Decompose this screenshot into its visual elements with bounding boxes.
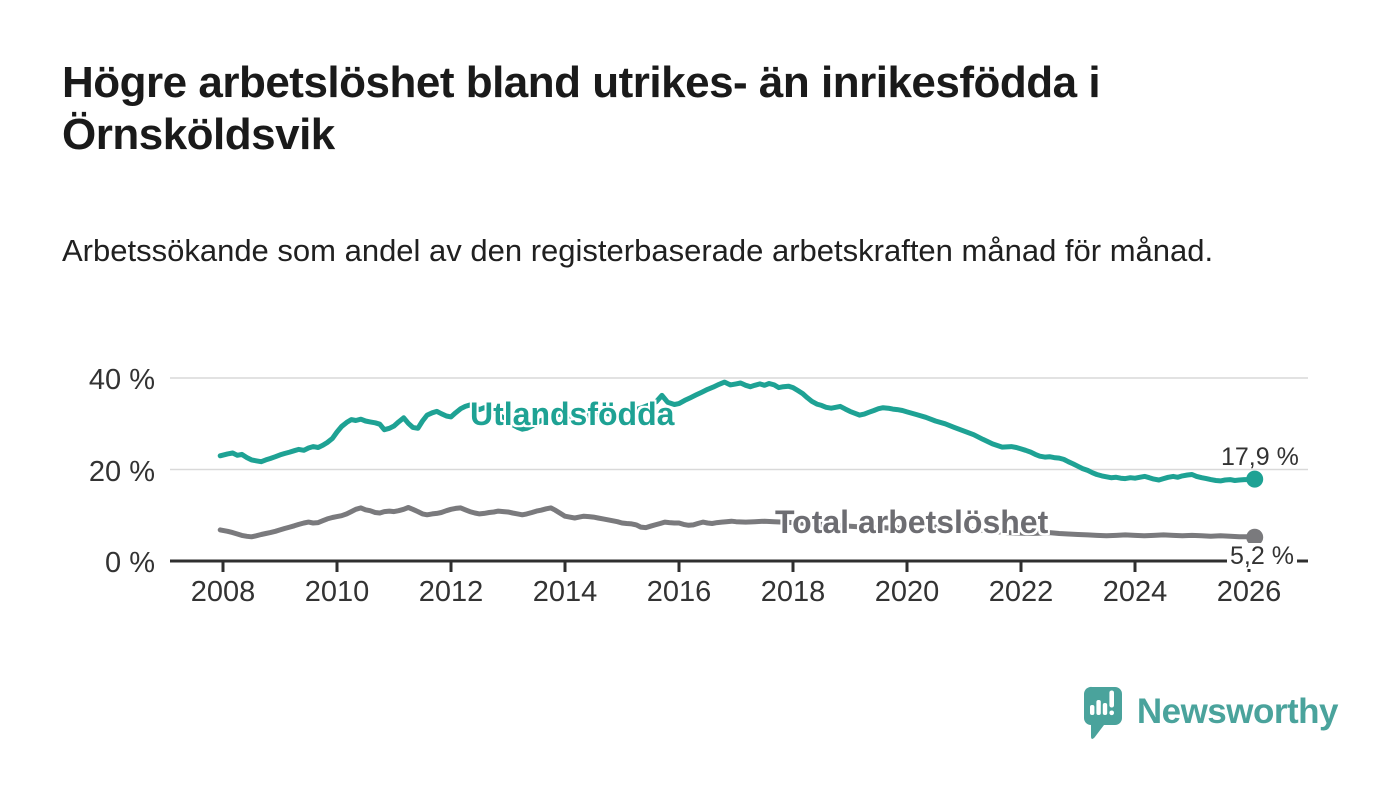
x-tick-label: 2020 [874,576,940,608]
line-total [217,505,1258,540]
x-tick-label: 2012 [418,576,484,608]
end-dot [1246,528,1264,546]
y-tick-label: 0 % [105,547,155,579]
end-value-label-total: 5,2 % [1227,543,1297,569]
series-label-total-arbetsloshet: Total arbetslöshet [775,504,1049,540]
page-subtitle: Arbetssökande som andel av den registerb… [62,233,1214,268]
line-utlandsfodda [217,379,1258,484]
series-label-utlandsfodda: Utlandsfödda [470,396,675,432]
newsworthy-logo: Newsworthy [1083,686,1339,746]
y-tick-label: 40 % [88,364,155,396]
x-tick-label: 2018 [760,576,826,608]
x-tick-label: 2008 [190,576,256,608]
page-title: Högre arbetslöshet bland utrikes- än inr… [62,58,1101,159]
end-value-label-utlandsfodda: 17,9 % [1221,443,1299,471]
x-tick-label: 2014 [532,576,598,608]
x-tick-label: 2022 [988,576,1054,608]
x-tick-label: 2010 [304,576,370,608]
end-dot [1246,470,1264,488]
bar-chart-speech-bubble-icon [1083,686,1123,751]
newsworthy-logo-text: Newsworthy [1136,692,1339,731]
y-tick-label: 20 % [88,455,155,488]
x-tick-label: 2026 [1216,576,1282,608]
x-tick-label: 2016 [646,576,712,608]
x-tick-label: 2024 [1102,576,1168,608]
